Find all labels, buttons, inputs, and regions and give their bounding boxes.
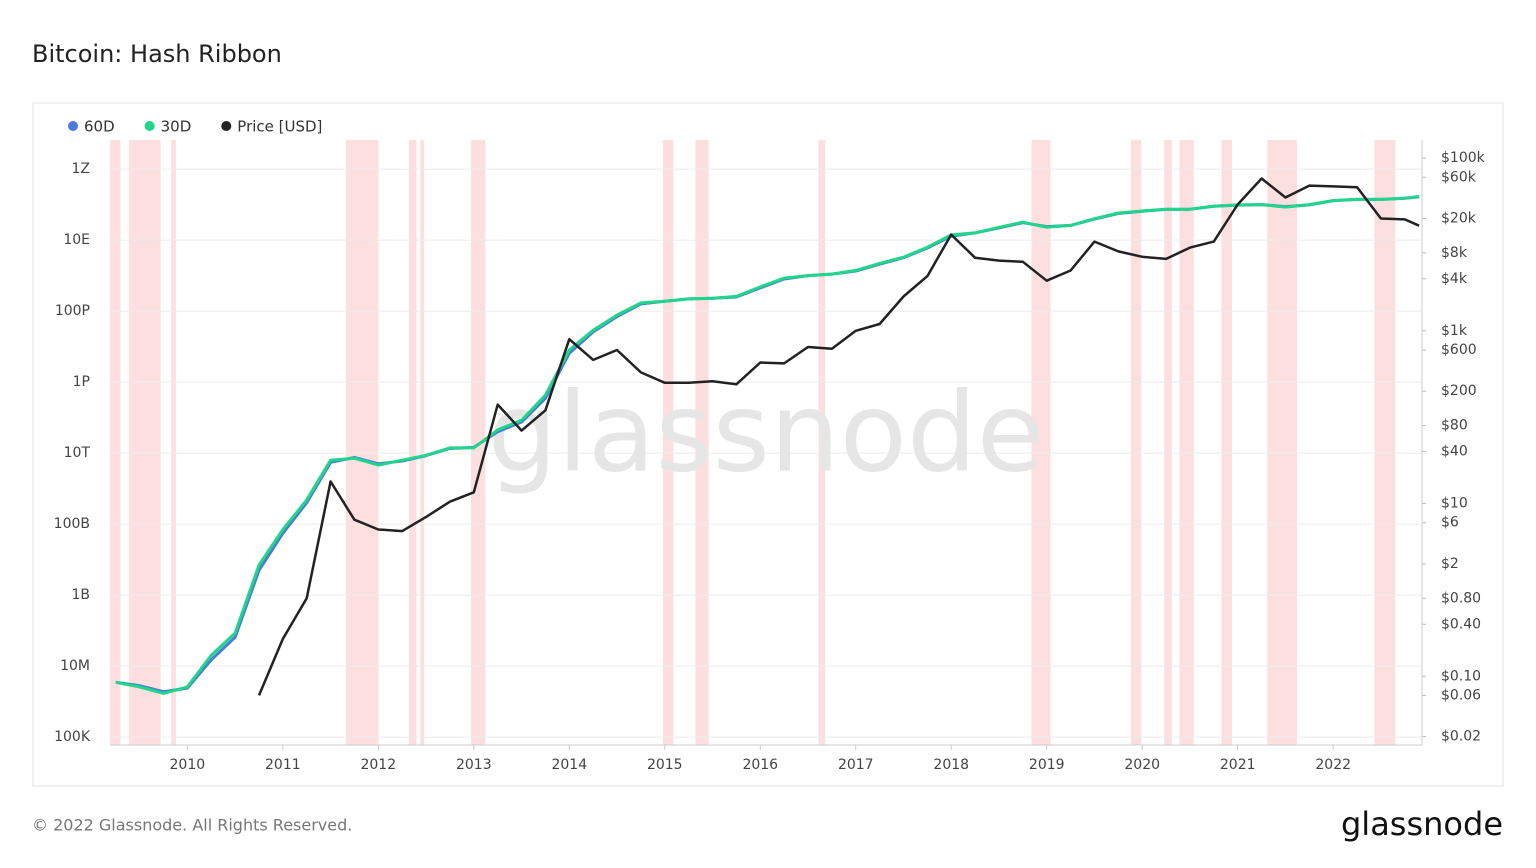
y2-tick-label: $4k bbox=[1441, 271, 1468, 287]
capitulation-band bbox=[470, 140, 486, 745]
y2-tick-label: $200 bbox=[1441, 383, 1477, 399]
capitulation-band bbox=[345, 140, 379, 745]
y2-tick-label: $40 bbox=[1441, 444, 1468, 460]
y-tick-label: 10M bbox=[60, 658, 90, 674]
capitulation-band bbox=[818, 140, 826, 745]
capitulation-band bbox=[695, 140, 709, 745]
logo: glassnode bbox=[1341, 805, 1503, 843]
capitulation-band bbox=[1164, 140, 1172, 745]
y-tick-label: 1Z bbox=[72, 161, 91, 177]
legend-label: Price [USD] bbox=[237, 118, 322, 136]
y2-tick-label: $0.40 bbox=[1441, 616, 1481, 632]
capitulation-band bbox=[1221, 140, 1232, 745]
x-tick-label: 2016 bbox=[742, 757, 778, 773]
watermark: glassnode bbox=[488, 368, 1045, 496]
series-line bbox=[257, 177, 1420, 696]
legend-marker bbox=[221, 121, 232, 131]
capitulation-band bbox=[420, 140, 425, 745]
y2-tick-label: $0.10 bbox=[1441, 668, 1481, 684]
x-tick-label: 2019 bbox=[1029, 757, 1065, 773]
chart-frame bbox=[32, 102, 1504, 787]
copyright: © 2022 Glassnode. All Rights Reserved. bbox=[32, 816, 352, 835]
x-tick-label: 2022 bbox=[1315, 757, 1351, 773]
legend-marker bbox=[68, 121, 78, 131]
capitulation-band bbox=[1130, 140, 1142, 745]
x-tick-label: 2014 bbox=[551, 757, 587, 773]
y2-tick-label: $80 bbox=[1441, 418, 1468, 434]
x-tick-label: 2020 bbox=[1124, 757, 1160, 773]
y-tick-label: 10E bbox=[63, 232, 90, 248]
capitulation-band bbox=[1031, 140, 1051, 745]
y2-tick-label: $100k bbox=[1441, 150, 1486, 166]
y-tick-label: 100B bbox=[54, 516, 90, 532]
x-tick-label: 2011 bbox=[265, 757, 301, 773]
y-tick-label: 100K bbox=[54, 729, 91, 745]
capitulation-band bbox=[1179, 140, 1194, 745]
y2-tick-label: $10 bbox=[1441, 496, 1468, 512]
x-tick-label: 2017 bbox=[838, 757, 874, 773]
y2-tick-label: $1k bbox=[1441, 323, 1468, 339]
capitulation-band bbox=[662, 140, 674, 745]
x-tick-label: 2010 bbox=[170, 757, 206, 773]
capitulation-band bbox=[1374, 140, 1396, 745]
x-tick-label: 2015 bbox=[647, 757, 683, 773]
y-tick-label: 1B bbox=[71, 587, 90, 603]
y2-tick-label: $600 bbox=[1441, 342, 1477, 358]
y2-tick-label: $0.02 bbox=[1441, 729, 1481, 745]
capitulation-band bbox=[171, 140, 176, 745]
x-tick-label: 2012 bbox=[360, 757, 396, 773]
capitulation-band bbox=[1267, 140, 1297, 745]
x-tick-label: 2013 bbox=[456, 757, 492, 773]
y2-tick-label: $60k bbox=[1441, 169, 1477, 185]
y2-tick-label: $2 bbox=[1441, 556, 1459, 572]
legend-label: 60D bbox=[84, 118, 115, 136]
y2-tick-label: $20k bbox=[1441, 210, 1477, 226]
y-tick-label: 1P bbox=[73, 374, 90, 390]
chart-title: Bitcoin: Hash Ribbon bbox=[32, 40, 282, 68]
x-tick-label: 2018 bbox=[933, 757, 969, 773]
x-tick-label: 2021 bbox=[1220, 757, 1256, 773]
y2-tick-label: $6 bbox=[1441, 515, 1459, 531]
y2-tick-label: $0.06 bbox=[1441, 687, 1481, 703]
series-line bbox=[115, 194, 1420, 695]
capitulation-band bbox=[110, 140, 121, 745]
legend-label: 30D bbox=[161, 118, 192, 136]
y2-tick-label: $8k bbox=[1441, 245, 1468, 261]
y-tick-label: 10T bbox=[64, 445, 91, 461]
y2-tick-label: $0.80 bbox=[1441, 590, 1481, 606]
capitulation-band bbox=[408, 140, 417, 745]
capitulation-band bbox=[129, 140, 161, 745]
legend-marker bbox=[144, 121, 155, 131]
y-tick-label: 100P bbox=[55, 303, 90, 319]
